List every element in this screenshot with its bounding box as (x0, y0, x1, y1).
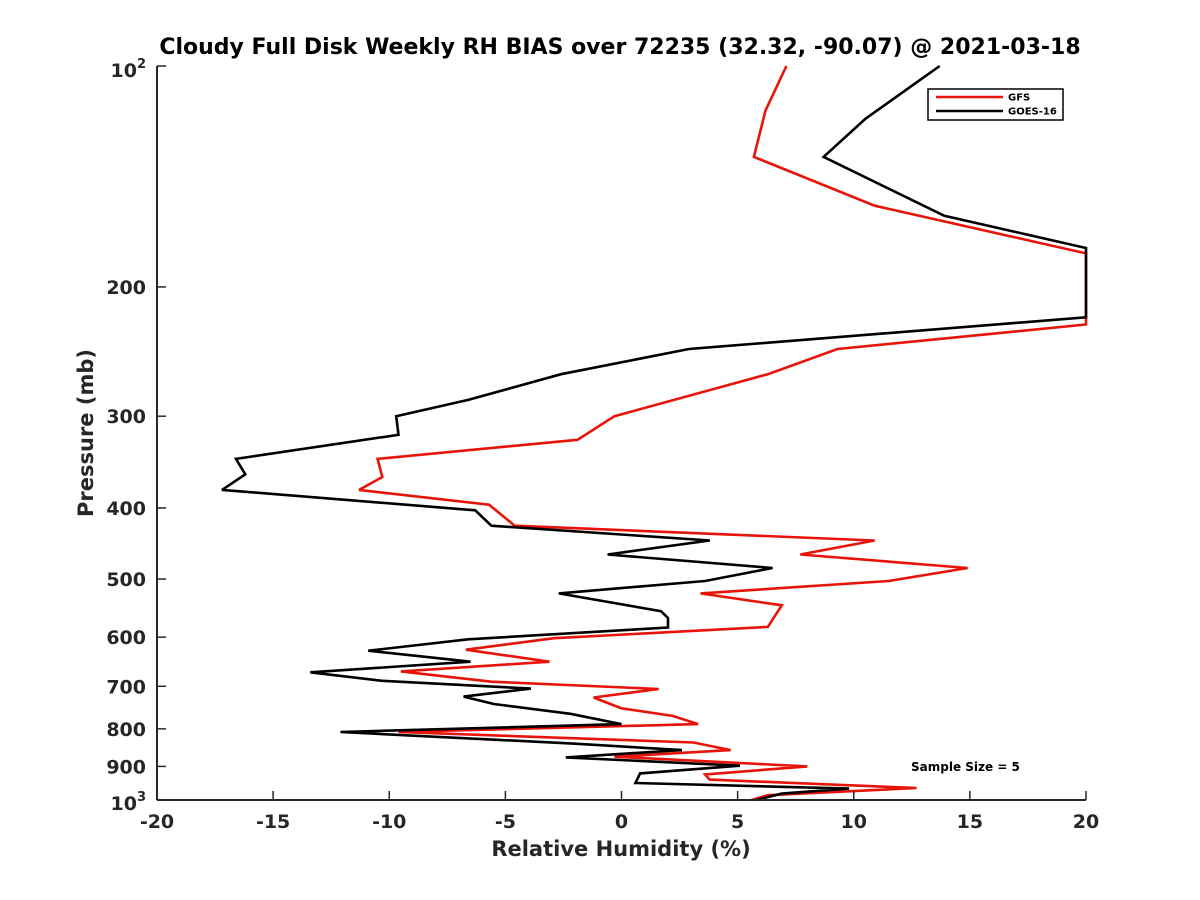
x-axis-title: Relative Humidity (%) (491, 837, 750, 861)
y-tick-label: 400 (106, 498, 146, 520)
x-tick-label: 0 (615, 811, 628, 833)
plot-area (157, 66, 1086, 800)
y-tick-top-base: 10 (111, 60, 137, 82)
y-tick-label: 600 (106, 627, 146, 649)
y-tick-bottom-exp: 3 (137, 790, 146, 805)
y-tick-label: 200 (106, 277, 146, 299)
x-ticks: -20 -15 -10 -5 0 5 10 15 20 (140, 791, 1099, 833)
x-tick-label: 10 (841, 811, 867, 833)
legend-label-goes16: GOES-16 (1008, 107, 1057, 118)
y-tick-label: 300 (106, 406, 146, 428)
chart-title: Cloudy Full Disk Weekly RH BIAS over 722… (159, 35, 1080, 60)
x-tick-label: 5 (731, 811, 744, 833)
x-tick-label: -5 (495, 811, 516, 833)
y-tick-label-top: 102 (111, 57, 147, 82)
x-tick-label: -15 (256, 811, 290, 833)
y-tick-top-exp: 2 (137, 57, 146, 72)
x-tick-label: -20 (140, 811, 174, 833)
y-ticks: 200 300 400 500 600 700 800 900 (106, 65, 166, 801)
y-tick-bottom-base: 10 (111, 793, 137, 815)
sample-size-annotation: Sample Size = 5 (911, 760, 1020, 774)
y-tick-label: 500 (106, 569, 146, 591)
x-tick-label: -10 (372, 811, 406, 833)
y-tick-label: 900 (106, 756, 146, 778)
y-axis-title: Pressure (mb) (74, 349, 98, 517)
y-tick-label: 800 (106, 719, 146, 741)
series-layer (221, 64, 1088, 802)
y-tick-label-bottom: 103 (111, 790, 147, 815)
series-line-gfs (358, 65, 1088, 802)
legend-label-gfs: GFS (1008, 93, 1030, 104)
y-tick-label: 700 (106, 676, 146, 698)
x-tick-label: 20 (1073, 811, 1099, 833)
series-line-goes16 (221, 64, 1088, 802)
legend-box (927, 88, 1064, 121)
legend: GFS GOES-16 (927, 88, 1064, 121)
x-tick-label: 15 (957, 811, 983, 833)
